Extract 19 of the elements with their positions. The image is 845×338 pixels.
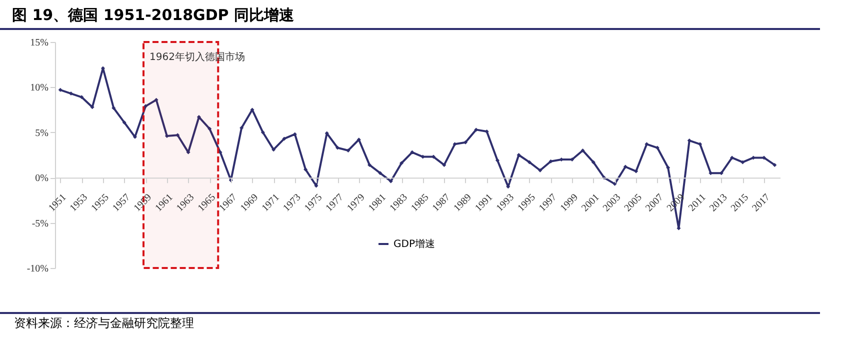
legend-label: GDP增速 [394,238,435,250]
x-tick-label: 1971 [260,192,282,214]
y-tick-label: 5% [35,128,48,139]
x-tick-label: 2011 [686,192,708,214]
y-tick-label: -10% [26,264,48,274]
band-label: 1962年切入德国市场 [149,51,245,63]
text: 资料来源：经济与金融研究院整理 [0,312,820,332]
x-tick-label: 1981 [366,192,388,214]
y-tick-label: 10% [30,82,48,94]
x-tick-label: 2001 [580,192,602,214]
x-tick-label: 1979 [345,192,368,214]
x-tick-label: 1991 [473,192,496,214]
y-tick-label: -5% [32,218,48,230]
x-tick-label: 1961 [153,192,176,214]
y-tick-label: 0% [35,173,48,184]
chart-title: 图 19、德国 1951-2018GDP 同比增速 [0,0,820,30]
y-tick-label: 15% [30,38,48,48]
x-tick-label: 1973 [281,192,304,214]
x-tick-label: 1951 [46,192,69,214]
